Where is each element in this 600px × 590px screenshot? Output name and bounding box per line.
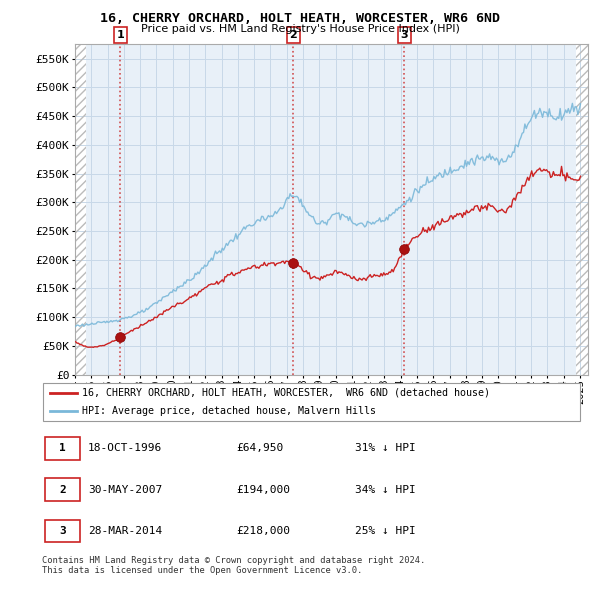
- Text: £194,000: £194,000: [236, 485, 290, 494]
- Text: 3: 3: [401, 30, 408, 40]
- Text: Price paid vs. HM Land Registry's House Price Index (HPI): Price paid vs. HM Land Registry's House …: [140, 24, 460, 34]
- FancyBboxPatch shape: [45, 520, 80, 542]
- Text: £64,950: £64,950: [236, 444, 284, 453]
- FancyBboxPatch shape: [45, 478, 80, 501]
- Bar: [576, 44, 589, 375]
- Text: Contains HM Land Registry data © Crown copyright and database right 2024.
This d: Contains HM Land Registry data © Crown c…: [42, 556, 425, 575]
- FancyBboxPatch shape: [45, 437, 80, 460]
- Text: 2: 2: [290, 30, 297, 40]
- Text: 34% ↓ HPI: 34% ↓ HPI: [355, 485, 416, 494]
- Text: 30-MAY-2007: 30-MAY-2007: [88, 485, 162, 494]
- Text: 31% ↓ HPI: 31% ↓ HPI: [355, 444, 416, 453]
- FancyBboxPatch shape: [43, 382, 580, 421]
- Text: 28-MAR-2014: 28-MAR-2014: [88, 526, 162, 536]
- Text: 1: 1: [59, 444, 65, 453]
- Text: 3: 3: [59, 526, 65, 536]
- Text: £218,000: £218,000: [236, 526, 290, 536]
- Text: HPI: Average price, detached house, Malvern Hills: HPI: Average price, detached house, Malv…: [83, 406, 377, 416]
- Text: 2: 2: [59, 485, 65, 494]
- Text: 16, CHERRY ORCHARD, HOLT HEATH, WORCESTER, WR6 6ND: 16, CHERRY ORCHARD, HOLT HEATH, WORCESTE…: [100, 12, 500, 25]
- Text: 25% ↓ HPI: 25% ↓ HPI: [355, 526, 416, 536]
- Bar: [576, 44, 589, 375]
- Text: 1: 1: [116, 30, 124, 40]
- Text: 18-OCT-1996: 18-OCT-1996: [88, 444, 162, 453]
- Bar: [75, 44, 86, 375]
- Bar: [75, 44, 86, 375]
- Text: 16, CHERRY ORCHARD, HOLT HEATH, WORCESTER,  WR6 6ND (detached house): 16, CHERRY ORCHARD, HOLT HEATH, WORCESTE…: [83, 388, 491, 398]
